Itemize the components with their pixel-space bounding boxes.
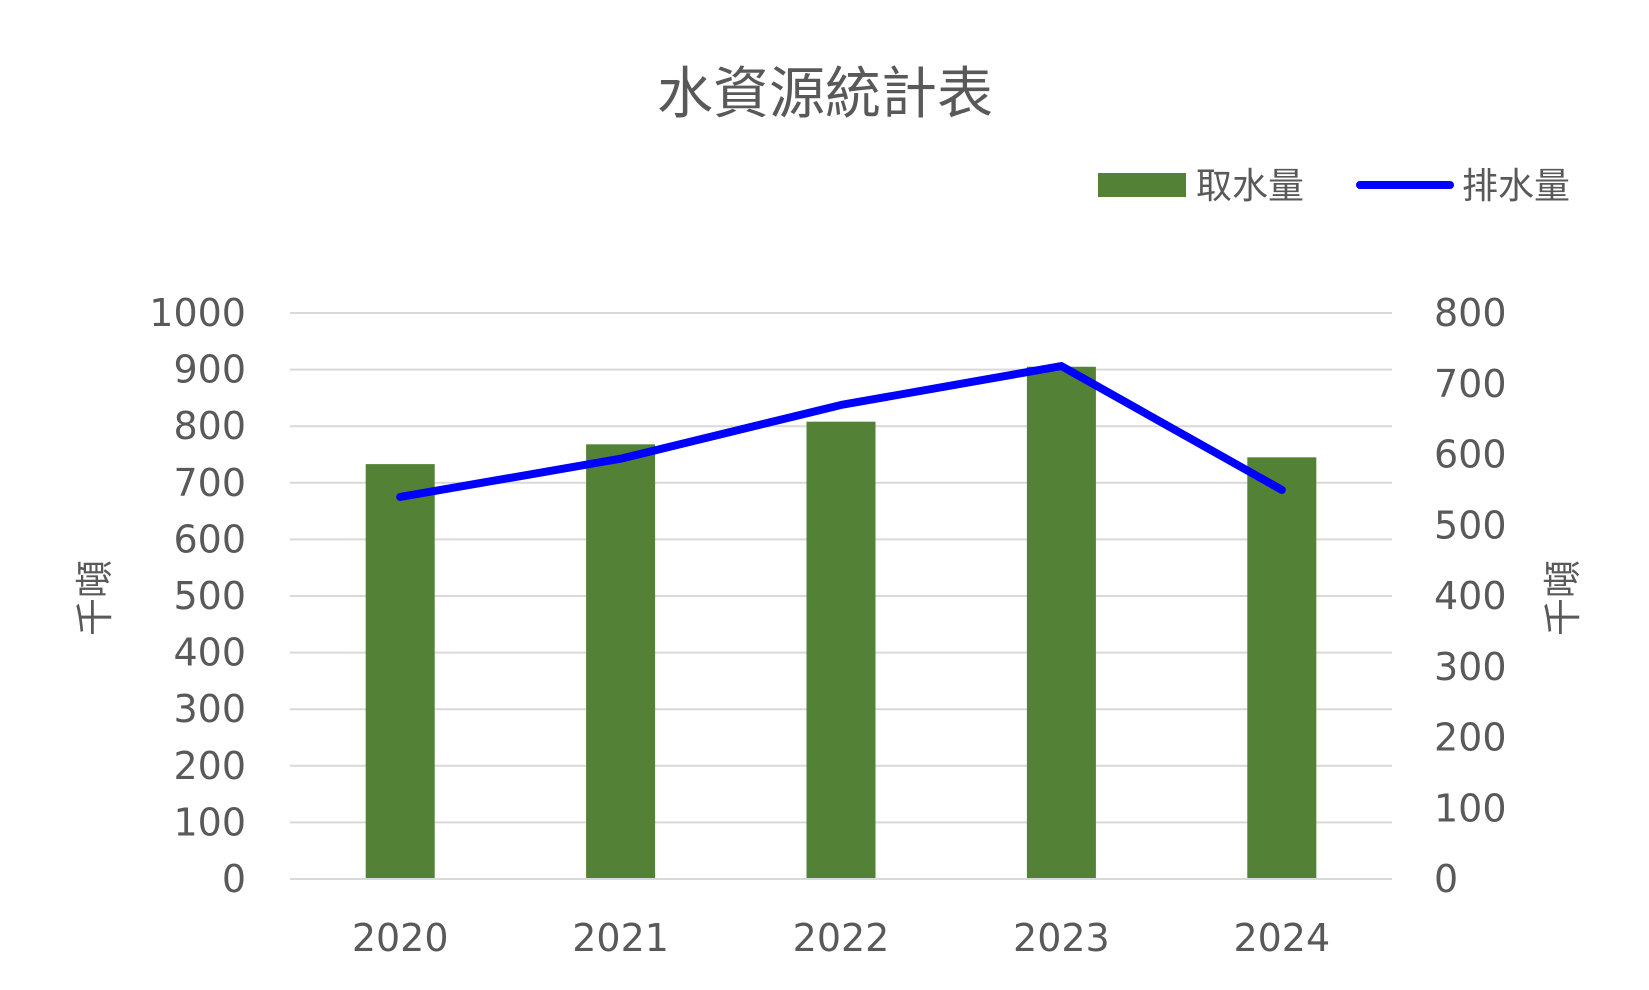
right-axis-title: 千噸 [1541, 560, 1585, 636]
right-tick-label: 100 [1434, 786, 1507, 830]
right-tick-label: 400 [1434, 574, 1507, 618]
left-tick-label: 300 [173, 687, 246, 731]
left-tick-label: 400 [173, 631, 246, 675]
right-tick-label: 0 [1434, 857, 1458, 901]
bar-2020 [365, 464, 435, 879]
right-tick-label: 600 [1434, 433, 1507, 477]
bar-2023 [1026, 366, 1096, 879]
chart-title: 水資源統計表 [657, 62, 993, 127]
bar-2022 [806, 421, 876, 879]
right-tick-label: 300 [1434, 645, 1507, 689]
left-tick-label: 100 [173, 800, 246, 844]
x-tick-label: 2020 [352, 916, 449, 960]
bar-2024 [1247, 457, 1317, 879]
legend: 取水量 排水量 [1098, 166, 1570, 207]
left-tick-label: 900 [173, 348, 246, 392]
right-axis-ticks: 0 100 200 300 400 500 600 700 800 [1434, 291, 1507, 901]
left-axis-ticks: 0 100 200 300 400 500 600 700 800 900 1000 [149, 291, 246, 901]
left-tick-label: 500 [173, 574, 246, 618]
bar-series [365, 366, 1317, 879]
left-tick-label: 800 [173, 404, 246, 448]
x-tick-label: 2022 [793, 916, 890, 960]
left-tick-label: 700 [173, 461, 246, 505]
left-axis-title: 千噸 [73, 560, 117, 636]
x-tick-label: 2023 [1013, 916, 1110, 960]
right-tick-label: 700 [1434, 362, 1507, 406]
legend-label-discharge: 排水量 [1462, 166, 1570, 207]
left-tick-label: 600 [173, 517, 246, 561]
bar-2021 [586, 444, 656, 879]
x-tick-label: 2021 [572, 916, 669, 960]
right-tick-label: 800 [1434, 291, 1507, 335]
legend-swatch-intake [1098, 173, 1186, 197]
left-tick-label: 0 [222, 857, 246, 901]
left-tick-label: 1000 [149, 291, 246, 335]
left-tick-label: 200 [173, 744, 246, 788]
right-tick-label: 200 [1434, 716, 1507, 760]
x-tick-label: 2024 [1233, 916, 1330, 960]
right-tick-label: 500 [1434, 503, 1507, 547]
x-axis-ticks: 2020 2021 2022 2023 2024 [352, 916, 1330, 960]
legend-label-intake: 取水量 [1196, 166, 1304, 207]
line-series [290, 362, 1392, 880]
